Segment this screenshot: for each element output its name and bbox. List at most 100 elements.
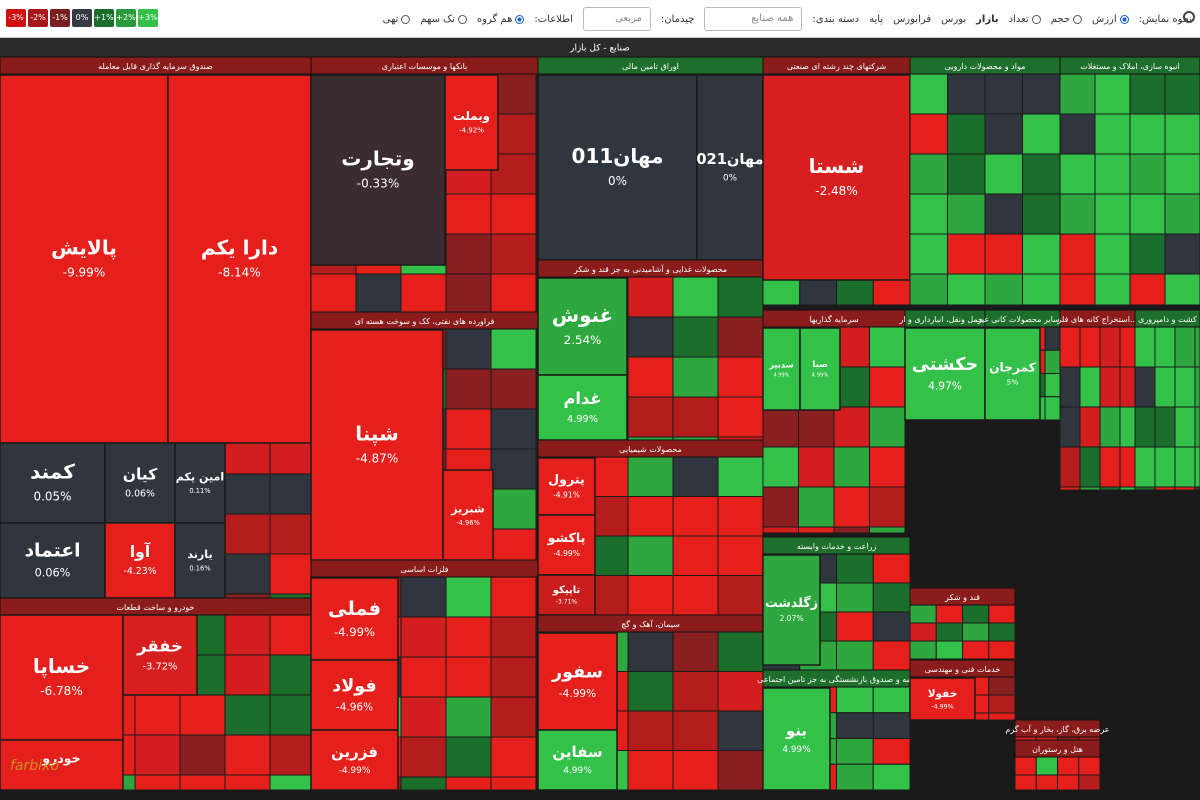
sector-header: [1014, 719, 1101, 738]
filler-tile: [1194, 486, 1200, 491]
filler-tile: [717, 750, 764, 791]
refresh-icon[interactable]: [1183, 11, 1195, 23]
legend-button[interactable]: +1%: [94, 9, 114, 27]
filler-tile: [988, 712, 1016, 721]
market-tab[interactable]: فرابورس: [893, 13, 932, 25]
stock-change: -4.99%: [339, 766, 371, 776]
filler-tile: [1119, 326, 1136, 368]
stock-name: مهان011: [572, 144, 664, 168]
sector-title: صندوق سرمایه گذاری قابل معامله: [98, 61, 213, 71]
filler-tile: [836, 738, 874, 765]
market-tab[interactable]: پایه: [869, 13, 884, 25]
legend-button[interactable]: -2%: [28, 9, 48, 27]
filler-tile: [445, 736, 492, 778]
filler-tile: [269, 614, 312, 656]
stock-tile: [167, 74, 312, 444]
filler-tile: [1154, 486, 1176, 491]
filler-tile: [1164, 153, 1200, 195]
filler-tile: [1014, 756, 1037, 776]
stock-name: خودرو: [41, 750, 80, 765]
filler-tile: [869, 526, 906, 534]
radio-circle[interactable]: [515, 14, 525, 24]
filler-tile: [1094, 73, 1131, 115]
filler-tile: [1059, 73, 1096, 115]
legend-button[interactable]: -3%: [6, 9, 26, 27]
stock-change: 0.05%: [33, 490, 71, 504]
filler-tile: [762, 446, 799, 488]
stock-change: -4.99%: [553, 549, 580, 558]
radio-circle[interactable]: [401, 14, 411, 24]
filler-tile: [224, 694, 271, 736]
stock-change: -4.99%: [559, 688, 596, 700]
stock-name: حکشتی: [912, 355, 978, 375]
info-option[interactable]: هم گروه: [477, 14, 525, 25]
category-select[interactable]: همه صنایع: [704, 7, 803, 31]
radio-circle[interactable]: [1073, 14, 1082, 24]
stock-change: -3.72%: [143, 662, 178, 673]
filler-tile: [1035, 774, 1058, 791]
filler-tile: [836, 611, 874, 642]
radio-circle[interactable]: [1031, 14, 1041, 24]
filler-tile: [984, 273, 1023, 306]
filler-tile: [1194, 406, 1200, 448]
sector-header: [1059, 56, 1200, 75]
stock-name: وبملت: [453, 109, 490, 124]
filler-tile: [1022, 233, 1061, 275]
stock-tile: [310, 577, 399, 661]
filler-tile: [1044, 349, 1061, 374]
filler-tile: [1022, 73, 1061, 115]
display-option[interactable]: تعداد: [1009, 14, 1041, 25]
filler-tile: [445, 273, 492, 313]
market-tab[interactable]: بازار: [976, 13, 999, 25]
filler-tile: [717, 316, 764, 358]
filler-tile: [672, 710, 719, 751]
filler-tile: [1164, 113, 1200, 155]
filler-tile: [935, 640, 963, 660]
map-title: صنایع - کل بازار: [569, 44, 630, 54]
legend-button[interactable]: +3%: [138, 9, 158, 27]
filler-tile: [269, 593, 312, 599]
filler-tile: [445, 776, 492, 791]
filler-tile: [717, 356, 764, 398]
stock-name: یارند: [187, 548, 212, 561]
stock-change: -3.71%: [556, 599, 578, 606]
filler-tile: [935, 604, 963, 624]
market-tab[interactable]: بورس: [941, 13, 967, 25]
legend-button[interactable]: +2%: [116, 9, 136, 27]
legend-button[interactable]: -1%: [50, 9, 70, 27]
stock-name: آوا: [130, 542, 151, 561]
filler-tile: [1194, 326, 1200, 368]
category-label: دسته بندی:: [812, 13, 860, 25]
filler-tile: [1059, 326, 1081, 368]
stock-name: کمند: [30, 460, 75, 484]
filler-tile: [872, 712, 911, 739]
filler-tile: [798, 406, 835, 448]
filler-tile: [627, 396, 674, 438]
sector-title: حمل ونقل، انبارداری و ار...: [898, 315, 990, 324]
display-option[interactable]: ارزش: [1092, 14, 1129, 25]
display-option[interactable]: حجم: [1051, 14, 1082, 25]
info-option[interactable]: تهی: [383, 14, 411, 25]
legend-button[interactable]: 0%: [72, 9, 92, 27]
filler-tile: [1059, 366, 1081, 408]
filler-tile: [627, 316, 674, 358]
filler-tile: [672, 496, 719, 537]
radio-circle[interactable]: [1119, 14, 1129, 24]
watermark: farbixo: [10, 758, 59, 774]
info-option[interactable]: تک سهم: [420, 14, 467, 25]
filler-tile: [872, 582, 911, 613]
filler-tile: [1079, 366, 1101, 408]
filler-tile: [909, 622, 937, 642]
filler-tile: [872, 686, 911, 714]
filler-tile: [1129, 273, 1166, 306]
toolbar: -3% -2% -1% 0% +1% +2% +3% نحوه نمایش: ارزش حجم ت…: [0, 0, 1200, 38]
sector-title: استخراج کانه های فلز...: [1056, 315, 1137, 324]
filler-tile: [134, 774, 181, 791]
stock-change: -6.78%: [40, 684, 82, 698]
filler-tile: [490, 273, 537, 313]
options: نحوه نمایش: ارزش حجم تعداد بازار بورس فرابورس پ…: [383, 0, 1192, 38]
filler-tile: [988, 622, 1016, 642]
stock-change: -4.92%: [459, 126, 484, 135]
radio-circle[interactable]: [457, 14, 467, 24]
layout-select[interactable]: مربعی: [582, 7, 651, 31]
